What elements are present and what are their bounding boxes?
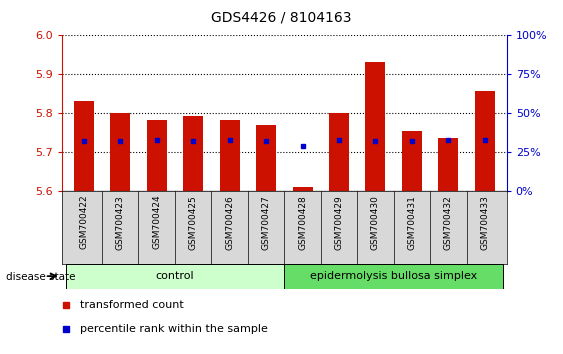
Bar	[256, 125, 276, 191]
Bar	[475, 91, 495, 191]
Text: transformed count: transformed count	[80, 300, 184, 310]
Text: GSM700429: GSM700429	[334, 195, 343, 250]
Text: GDS4426 / 8104163: GDS4426 / 8104163	[211, 11, 352, 25]
Text: disease state: disease state	[6, 272, 75, 282]
Bar	[65, 264, 284, 289]
Text: GSM700422: GSM700422	[79, 195, 88, 250]
Text: GSM700427: GSM700427	[262, 195, 271, 250]
Text: percentile rank within the sample: percentile rank within the sample	[80, 324, 267, 333]
Text: GSM700433: GSM700433	[480, 195, 489, 250]
Text: GSM700423: GSM700423	[116, 195, 125, 250]
Text: GSM700426: GSM700426	[225, 195, 234, 250]
Text: GSM700424: GSM700424	[152, 195, 161, 250]
Bar	[329, 113, 349, 191]
Text: GSM700425: GSM700425	[189, 195, 198, 250]
Text: GSM700428: GSM700428	[298, 195, 307, 250]
Bar	[74, 101, 94, 191]
Text: epidermolysis bullosa simplex: epidermolysis bullosa simplex	[310, 271, 477, 281]
Text: control: control	[155, 271, 194, 281]
Bar	[365, 62, 386, 191]
Bar	[147, 120, 167, 191]
Text: GSM700430: GSM700430	[371, 195, 380, 250]
Bar	[293, 187, 312, 191]
Bar	[439, 138, 458, 191]
Text: GSM700431: GSM700431	[408, 195, 417, 250]
Bar	[183, 116, 203, 191]
Bar	[284, 264, 503, 289]
Bar	[110, 113, 130, 191]
Text: GSM700432: GSM700432	[444, 195, 453, 250]
Bar	[402, 131, 422, 191]
Bar	[220, 120, 240, 191]
